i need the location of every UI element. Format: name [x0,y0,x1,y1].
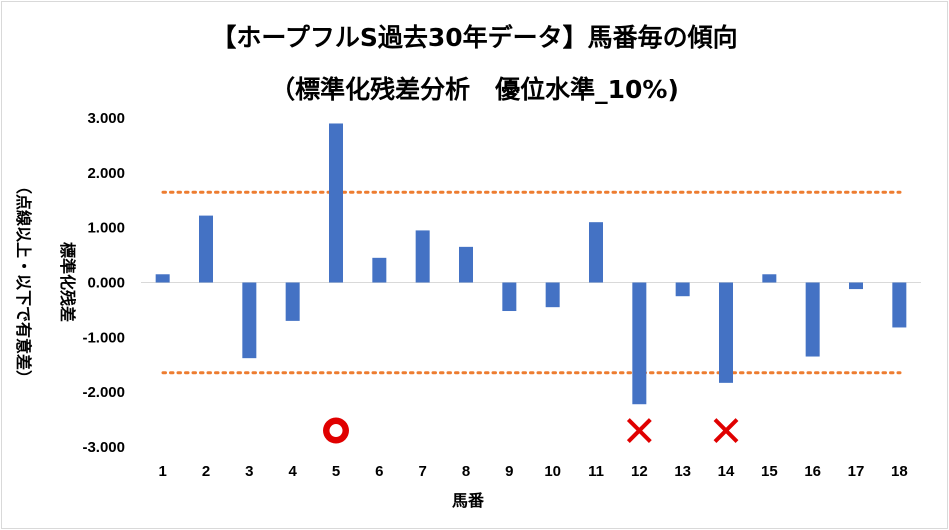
bar-4 [285,282,300,321]
y-axis-sublabel: （点線以上・以下で有意差） [14,178,33,386]
x-tick-label: 12 [631,463,648,480]
x-tick-label: 6 [375,463,383,480]
x-tick-label: 16 [804,463,821,480]
cross-stroke [713,418,739,443]
y-axis-ticks: 3.000 2.000 1.000 0.000 -1.000 -2.000 -3.000 [82,110,125,456]
x-tick-label: 2 [202,463,210,480]
bar-9 [502,282,517,312]
bar-13 [675,282,690,297]
bar-12 [632,282,647,405]
x-tick-label: 10 [544,463,561,480]
x-tick-label: 14 [718,463,735,480]
bar-2 [199,215,213,283]
bar-18 [892,282,907,328]
bar-8 [459,246,473,283]
x-axis-ticks: 1 2 3 4 5 6 7 8 9 10 11 12 13 14 15 16 17 18 [158,463,907,480]
y-axis-label: 標準化残差 [58,242,77,322]
y-tick-label: -3.000 [82,439,125,456]
x-tick-label: 1 [158,463,166,480]
bar-1 [155,274,170,283]
y-tick-label: 1.000 [87,220,125,237]
x-tick-label: 11 [588,463,604,480]
y-tick-label: 3.000 [87,110,125,127]
cross-stroke [626,418,652,443]
circle-marker-hole [329,424,343,438]
x-tick-label: 5 [332,463,340,480]
x-tick-label: 3 [245,463,253,480]
bar-7 [415,230,430,283]
x-tick-label: 8 [462,463,470,480]
bar-17 [849,282,863,290]
threshold-lines [161,190,902,375]
bar-11 [589,222,603,283]
cross-marker [626,418,652,443]
x-tick-label: 15 [761,463,778,480]
bar-16 [805,282,820,357]
y-tick-label: 0.000 [87,275,125,292]
y-tick-label: -1.000 [82,329,125,346]
bar-10 [545,282,560,308]
bar-3 [242,282,257,359]
cross-marker [713,418,739,443]
bar-15 [762,274,777,283]
x-tick-label: 18 [891,463,908,480]
markers [323,417,739,444]
x-tick-label: 7 [418,463,426,480]
x-tick-label: 17 [848,463,865,480]
bar-5 [329,123,343,283]
bars [155,123,907,405]
chart-subtitle: （標準化残差分析 優位水準_10%) [270,75,679,104]
y-tick-label: 2.000 [87,165,125,182]
chart-title: 【ホープフルS過去30年データ】馬番毎の傾向 [211,23,738,52]
x-tick-label: 9 [505,463,513,480]
x-axis-label: 馬番 [452,491,485,510]
x-tick-label: 13 [674,463,691,480]
y-tick-label: -2.000 [82,384,125,401]
bar-14 [719,282,733,383]
x-tick-label: 4 [288,463,297,480]
bar-6 [372,257,387,283]
